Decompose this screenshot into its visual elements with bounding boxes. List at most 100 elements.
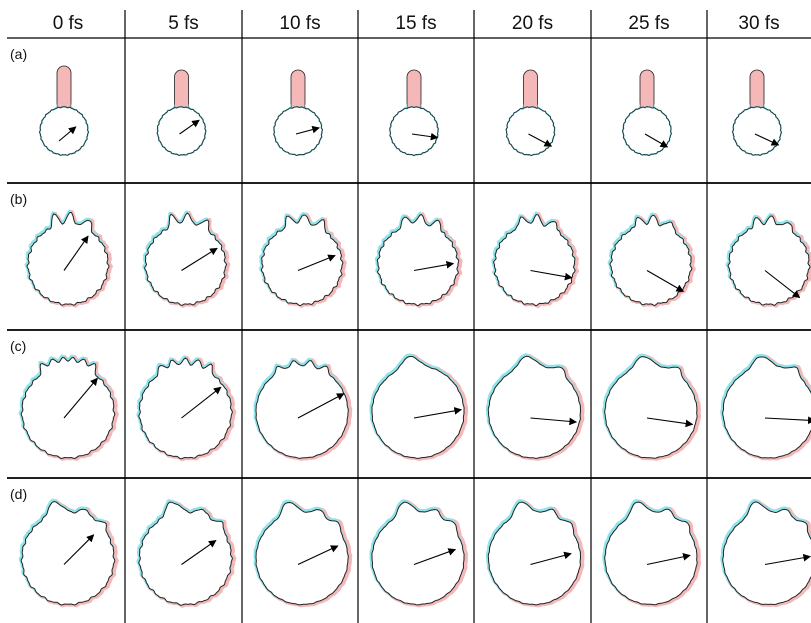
deformed-outline <box>727 215 811 306</box>
column-header: 15 fs <box>395 13 436 34</box>
deformed-outline <box>604 501 698 606</box>
column-header: 5 fs <box>168 13 199 34</box>
arrow <box>295 125 320 135</box>
panel <box>136 355 237 462</box>
deformed-outline <box>622 106 672 156</box>
tube-protrusion <box>290 69 306 112</box>
panel <box>621 69 672 157</box>
panel <box>18 498 119 608</box>
column-header: 10 fs <box>279 13 320 34</box>
arrow <box>644 133 669 148</box>
arrow <box>764 553 811 566</box>
tube-protrusion <box>749 69 765 112</box>
tube-protrusion <box>174 69 189 112</box>
arrow <box>181 539 217 565</box>
arrow <box>181 386 222 419</box>
deformed-outline <box>20 356 116 460</box>
deformed-outline <box>26 211 110 306</box>
panel <box>485 499 585 608</box>
arrow <box>646 270 685 292</box>
panel <box>602 353 702 461</box>
deformed-outline <box>722 356 811 459</box>
deformed-outline <box>138 501 233 606</box>
deformed-outline <box>505 106 556 156</box>
panel <box>491 211 580 309</box>
deformed-outline <box>273 106 323 156</box>
panel <box>18 354 119 461</box>
arrow <box>764 270 801 299</box>
row-label: (a) <box>10 46 27 62</box>
panels <box>18 65 811 608</box>
arrow <box>646 417 694 428</box>
panel <box>720 354 811 461</box>
panel <box>253 499 353 608</box>
panel <box>273 69 324 157</box>
arrow <box>764 416 811 425</box>
column-header: 0 fs <box>53 13 84 34</box>
deformed-outline <box>604 356 698 459</box>
arrow <box>646 553 691 566</box>
arrow <box>413 548 457 566</box>
panel <box>156 69 207 157</box>
deformed-outline <box>371 356 465 459</box>
panel <box>485 353 585 461</box>
column-header: 30 fs <box>738 13 779 34</box>
tube-protrusion <box>406 69 422 112</box>
panel <box>142 210 231 308</box>
tube-protrusion <box>523 69 538 112</box>
deformed-outline <box>389 106 439 156</box>
panel <box>24 209 113 308</box>
panel <box>38 65 90 156</box>
arrow <box>181 247 218 271</box>
deformed-outline <box>487 355 581 459</box>
deformed-outline <box>138 357 233 460</box>
deformed-outline <box>20 500 116 606</box>
row-label: (b) <box>10 191 27 207</box>
deformed-outline <box>255 501 349 606</box>
panel <box>607 212 696 308</box>
panel <box>389 69 439 157</box>
panel <box>258 212 347 308</box>
arrow <box>411 132 439 141</box>
arrow <box>63 534 95 565</box>
deformed-outline <box>255 360 349 459</box>
panel <box>374 211 463 309</box>
column-headers: 0 fs 5 fs 10 fs 15 fs 20 fs 25 fs 30 fs <box>53 13 780 34</box>
deformed-outline <box>371 501 465 606</box>
arrow <box>297 393 345 419</box>
panel <box>369 353 469 461</box>
panel <box>253 357 353 461</box>
row-label: (c) <box>10 338 26 354</box>
arrow <box>63 377 98 419</box>
deformed-outline <box>260 214 344 307</box>
deformed-outline <box>144 212 228 306</box>
deformed-outline <box>487 501 581 606</box>
deformed-outline <box>156 106 207 156</box>
deformed-outline <box>39 106 89 156</box>
deformed-outline <box>722 501 811 606</box>
column-header: 25 fs <box>628 13 669 34</box>
arrow <box>297 254 336 272</box>
panel <box>505 69 556 157</box>
tube-protrusion <box>56 65 72 112</box>
panel <box>369 499 469 608</box>
arrow <box>528 133 553 147</box>
deformed-outline <box>376 213 460 307</box>
column-header: 20 fs <box>512 13 553 34</box>
arrow <box>530 551 572 566</box>
tube-protrusion <box>639 69 655 112</box>
arrow <box>179 119 200 135</box>
arrow <box>63 235 89 271</box>
panel <box>720 499 811 607</box>
panel <box>602 499 702 608</box>
arrow <box>297 545 339 565</box>
arrow <box>413 260 455 272</box>
deformed-outline <box>732 106 782 156</box>
row-label: (d) <box>10 486 27 502</box>
arrow <box>58 126 77 142</box>
arrow <box>754 133 780 146</box>
panel <box>725 213 811 308</box>
panel <box>731 69 783 156</box>
panel-grid <box>7 10 811 623</box>
